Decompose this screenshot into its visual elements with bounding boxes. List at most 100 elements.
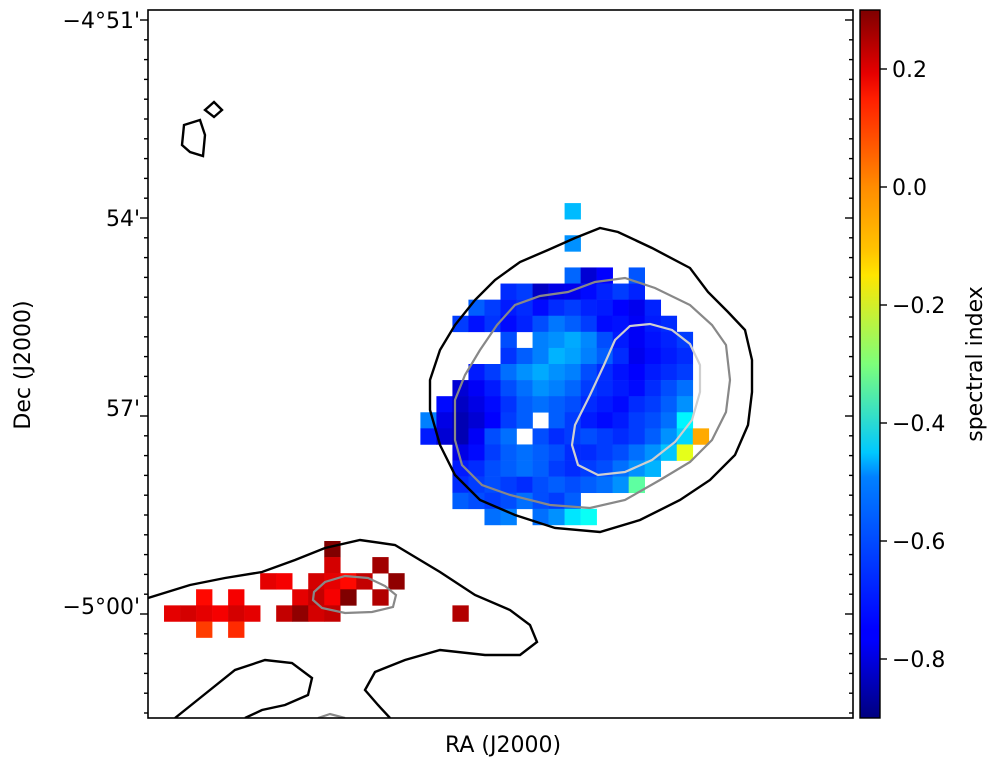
heatmap-pixel bbox=[372, 557, 389, 574]
heatmap-pixel bbox=[580, 380, 597, 397]
island-contour-1 bbox=[180, 118, 207, 158]
heatmap-pixel bbox=[612, 347, 629, 365]
heatmap-pixel bbox=[532, 492, 549, 510]
heatmap-pixel bbox=[660, 396, 678, 413]
middle-contour-main bbox=[453, 276, 732, 510]
heatmap-pixel bbox=[612, 396, 629, 413]
heatmap-pixel bbox=[628, 380, 645, 397]
colorbar-label: spectral index bbox=[963, 286, 988, 442]
heatmap-pixel bbox=[468, 412, 485, 429]
heatmap-pixel bbox=[532, 396, 549, 413]
heatmap-pixel bbox=[596, 476, 613, 494]
heatmap-pixel bbox=[484, 364, 501, 381]
heatmap-pixel bbox=[548, 364, 565, 381]
heatmap-pixel bbox=[532, 428, 549, 445]
heatmap-pixel bbox=[484, 299, 501, 317]
heatmap-pixel bbox=[580, 283, 597, 300]
heatmap-pixel bbox=[516, 380, 533, 397]
heatmap-pixel bbox=[596, 444, 613, 461]
heatmap-pixel bbox=[500, 331, 517, 349]
heatmap-pixel bbox=[596, 299, 613, 317]
heatmap-pixel bbox=[564, 508, 581, 526]
heatmap-pixel bbox=[452, 605, 469, 622]
heatmap-pixel bbox=[548, 428, 565, 445]
heatmap-pixel bbox=[580, 267, 597, 284]
heatmap-pixel bbox=[532, 364, 549, 381]
heatmap-pixel bbox=[644, 380, 662, 397]
heatmap-pixel bbox=[532, 331, 549, 349]
heatmap-pixel bbox=[628, 331, 645, 349]
heatmap-pixel bbox=[660, 428, 678, 445]
heatmap-pixel bbox=[292, 605, 309, 622]
outer-contour-south bbox=[148, 538, 539, 718]
heatmap-pixel bbox=[612, 315, 629, 333]
heatmap-pixel bbox=[628, 428, 645, 445]
heatmap-pixel bbox=[628, 283, 645, 300]
heatmap-pixel bbox=[580, 508, 597, 526]
heatmap-pixel bbox=[564, 396, 581, 413]
heatmap-pixel bbox=[324, 589, 341, 606]
heatmap-pixel bbox=[500, 412, 517, 429]
inner-contour-main bbox=[570, 322, 702, 477]
heatmap-pixel bbox=[484, 380, 501, 397]
heatmap-pixel bbox=[452, 428, 469, 445]
heatmap-pixel bbox=[452, 492, 469, 510]
colorbar-frame bbox=[859, 9, 881, 719]
heatmap-pixel bbox=[564, 380, 581, 397]
heatmap-pixel bbox=[324, 605, 341, 622]
heatmap-pixel bbox=[676, 347, 694, 365]
heatmap-pixel bbox=[180, 605, 197, 622]
heatmap-pixel bbox=[532, 347, 549, 365]
colorbar-tick-label: −0.8 bbox=[892, 648, 945, 673]
heatmap-pixel bbox=[324, 541, 341, 558]
heatmap-pixel bbox=[548, 476, 565, 494]
heatmap-pixel bbox=[500, 364, 517, 381]
heatmap-pixel bbox=[484, 508, 501, 526]
heatmap-pixel bbox=[532, 476, 549, 494]
heatmap-pixel bbox=[468, 364, 485, 381]
heatmap-pixel bbox=[628, 412, 645, 429]
heatmap-pixel bbox=[644, 396, 662, 413]
heatmap-pixel bbox=[292, 589, 309, 606]
y-tick-label: −4°51' bbox=[63, 9, 140, 34]
heatmap-pixel bbox=[212, 605, 229, 622]
heatmap-pixel bbox=[228, 605, 245, 622]
middle-contour-bottom-edge bbox=[317, 712, 346, 718]
heatmap-pixel bbox=[580, 347, 597, 365]
heatmap-pixel bbox=[628, 347, 645, 365]
heatmap-pixel bbox=[500, 444, 517, 461]
heatmap-pixel bbox=[580, 396, 597, 413]
heatmap-pixel bbox=[628, 315, 645, 333]
heatmap-pixel bbox=[276, 605, 293, 622]
heatmap-pixel bbox=[644, 331, 662, 349]
heatmap-pixel bbox=[644, 364, 662, 381]
outer-contour-main bbox=[428, 226, 754, 534]
heatmap-pixel bbox=[228, 621, 245, 638]
heatmap-pixel bbox=[436, 412, 453, 429]
heatmap-pixel bbox=[564, 347, 581, 365]
heatmap-pixel bbox=[564, 412, 581, 429]
heatmap-pixel bbox=[564, 364, 581, 381]
heatmap-pixel bbox=[468, 460, 485, 477]
heatmap-pixel bbox=[548, 347, 565, 365]
heatmap-pixel bbox=[484, 396, 501, 413]
contours bbox=[148, 100, 754, 718]
heatmap-pixel bbox=[612, 460, 629, 477]
heatmap-pixel bbox=[580, 315, 597, 333]
heatmap-pixel bbox=[644, 460, 662, 477]
heatmap-pixel bbox=[244, 605, 261, 622]
heatmap-pixel bbox=[484, 460, 501, 477]
heatmap-pixel bbox=[196, 589, 213, 606]
heatmap-pixel bbox=[532, 299, 549, 317]
heatmap-pixel bbox=[308, 605, 325, 622]
heatmap-pixel bbox=[452, 460, 469, 477]
y-axis-label: Dec (J2000) bbox=[11, 300, 36, 429]
heatmap-pixel bbox=[676, 396, 694, 413]
heatmap-pixel bbox=[676, 428, 694, 445]
heatmap-pixel bbox=[340, 589, 357, 606]
heatmap-pixel bbox=[612, 380, 629, 397]
heatmap-pixel bbox=[532, 444, 549, 461]
heatmap-pixel bbox=[612, 283, 629, 300]
heatmap-pixel bbox=[660, 412, 678, 429]
heatmap-pixel bbox=[324, 573, 341, 590]
